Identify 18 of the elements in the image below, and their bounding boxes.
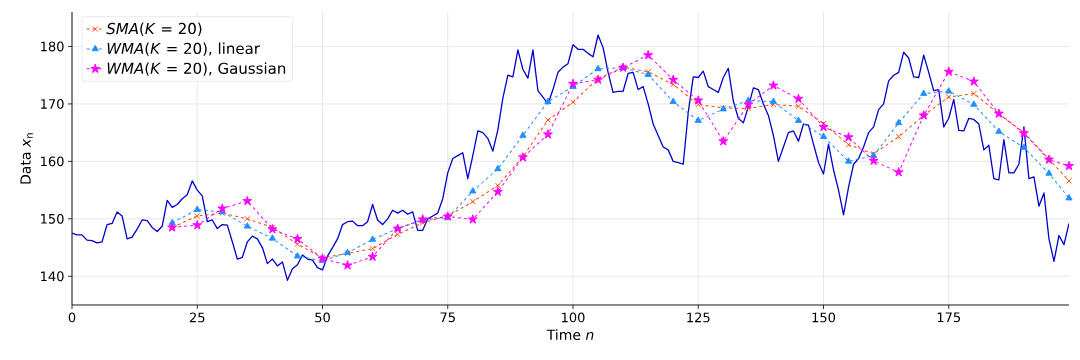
x-tick-label: 175	[937, 312, 961, 323]
x-tick-label: 100	[562, 312, 585, 323]
x-tick-label: 50	[315, 312, 330, 323]
y-tick-label: 150	[41, 213, 64, 224]
x-tick-label: 0	[68, 312, 76, 323]
legend-label: WMA(K = 20), linear	[107, 42, 260, 56]
x-tick-label: 75	[440, 312, 455, 323]
y-tick-label: 170	[41, 99, 64, 109]
y-tick-label: 180	[41, 41, 64, 52]
x-axis-title: Time n	[546, 329, 594, 341]
x-tick-label: 25	[189, 312, 205, 323]
x-tick-label: 150	[812, 312, 836, 323]
y-tick-label: 160	[41, 156, 64, 167]
y-axis-title: Data x$_{n}$	[20, 133, 33, 184]
legend-label: WMA(K = 20), Gaussian	[107, 62, 286, 76]
x-tick-label: 125	[687, 312, 710, 323]
y-tick-label: 140	[41, 271, 64, 282]
legend-label: SMA(K = 20)	[106, 22, 202, 36]
